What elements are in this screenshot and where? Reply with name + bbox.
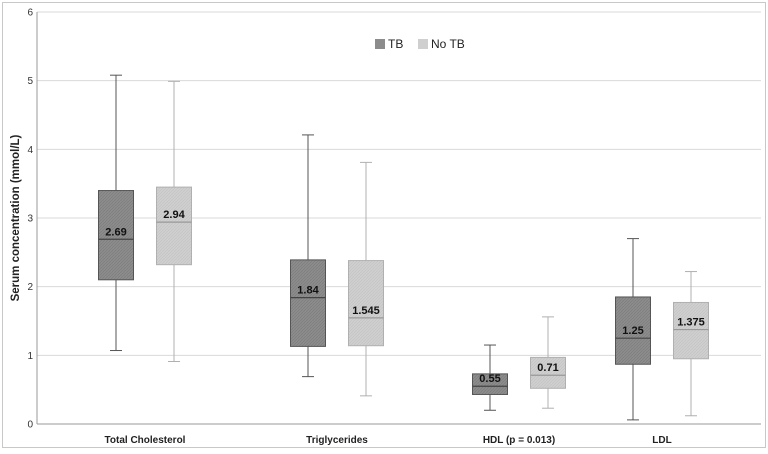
box-no-tb (530, 316, 566, 409)
y-tick-label: 6 (27, 8, 33, 19)
labels: Total Cholesterol 2.69 2.94 Triglycerides 1.… (105, 209, 705, 446)
y-tick-label: 0 (27, 420, 33, 431)
y-tick-label: 3 (27, 214, 33, 225)
box-iqr (530, 356, 566, 389)
category-label: LDL (652, 435, 671, 446)
median-value-label: 2.94 (163, 209, 185, 221)
y-axis-title: Serum concentration (mmol/L) (10, 134, 22, 301)
box-no-tb (673, 271, 709, 417)
axes: 0 1 2 3 4 5 6 Serum concentration (mmol/L) (10, 8, 761, 431)
box-iqr (472, 373, 508, 395)
box-iqr (156, 186, 192, 266)
category-label: HDL (p = 0.013) (483, 435, 555, 446)
box-no-tb (156, 80, 192, 363)
boxplot-chart: 0 1 2 3 4 5 6 Serum concentration (mmol/L) Tota… (10, 8, 761, 446)
box-iqr (615, 296, 651, 365)
box-tb (472, 344, 508, 411)
box-no-tb (348, 161, 384, 397)
legend-label-tb: TB (388, 37, 403, 51)
legend-label-no-tb: No TB (431, 37, 465, 51)
y-tick-label: 4 (27, 145, 33, 156)
chart-frame: 0 1 2 3 4 5 6 Serum concentration (mmol/L) Tota… (2, 2, 766, 448)
median-value-label: 1.84 (297, 285, 319, 297)
y-tick-label: 2 (27, 282, 33, 293)
box-iqr (348, 260, 384, 347)
category-label: Triglycerides (306, 435, 368, 446)
median-value-label: 0.55 (479, 373, 500, 385)
legend-swatch-no-tb (418, 39, 428, 49)
legend-swatch-tb (375, 39, 385, 49)
box-iqr (673, 301, 709, 360)
legend: TB No TB (375, 37, 465, 51)
median-value-label: 1.25 (622, 325, 643, 337)
median-value-label: 0.71 (537, 362, 558, 374)
box-iqr (98, 190, 134, 281)
y-tick-label: 1 (27, 351, 33, 362)
median-value-label: 1.375 (677, 317, 705, 329)
median-value-label: 1.545 (352, 305, 380, 317)
y-tick-label: 5 (27, 76, 33, 87)
gridlines (37, 11, 761, 425)
box-tb (290, 134, 326, 378)
box-tb (98, 74, 134, 352)
category-label: Total Cholesterol (105, 435, 186, 446)
box-tb (615, 238, 651, 421)
boxes (98, 74, 709, 421)
box-iqr (290, 259, 326, 347)
median-value-label: 2.69 (105, 226, 126, 238)
